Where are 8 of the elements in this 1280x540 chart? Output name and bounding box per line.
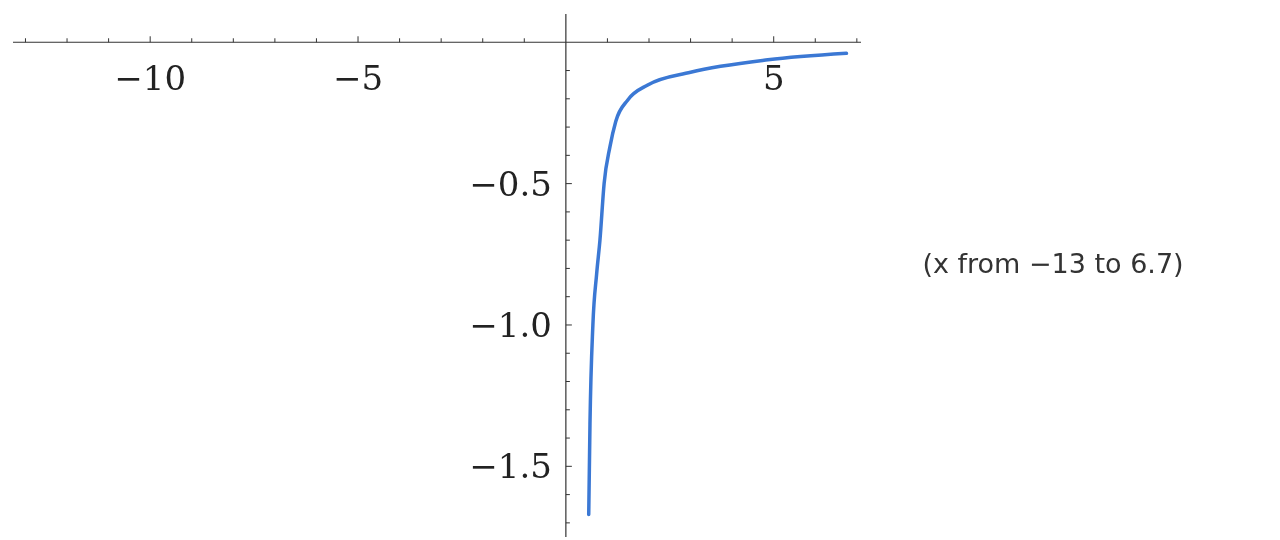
y-tick-label: −1.0 xyxy=(469,304,552,345)
y-tick-label: −1.5 xyxy=(469,446,552,487)
x-tick-label: −10 xyxy=(114,58,187,99)
x-tick-label: −5 xyxy=(332,58,384,99)
line-series xyxy=(586,51,849,517)
x-tick-label: 5 xyxy=(762,58,785,99)
text: (x from −13 to 6.7) xyxy=(922,248,1184,279)
y-tick-label: −0.5 xyxy=(469,163,552,204)
